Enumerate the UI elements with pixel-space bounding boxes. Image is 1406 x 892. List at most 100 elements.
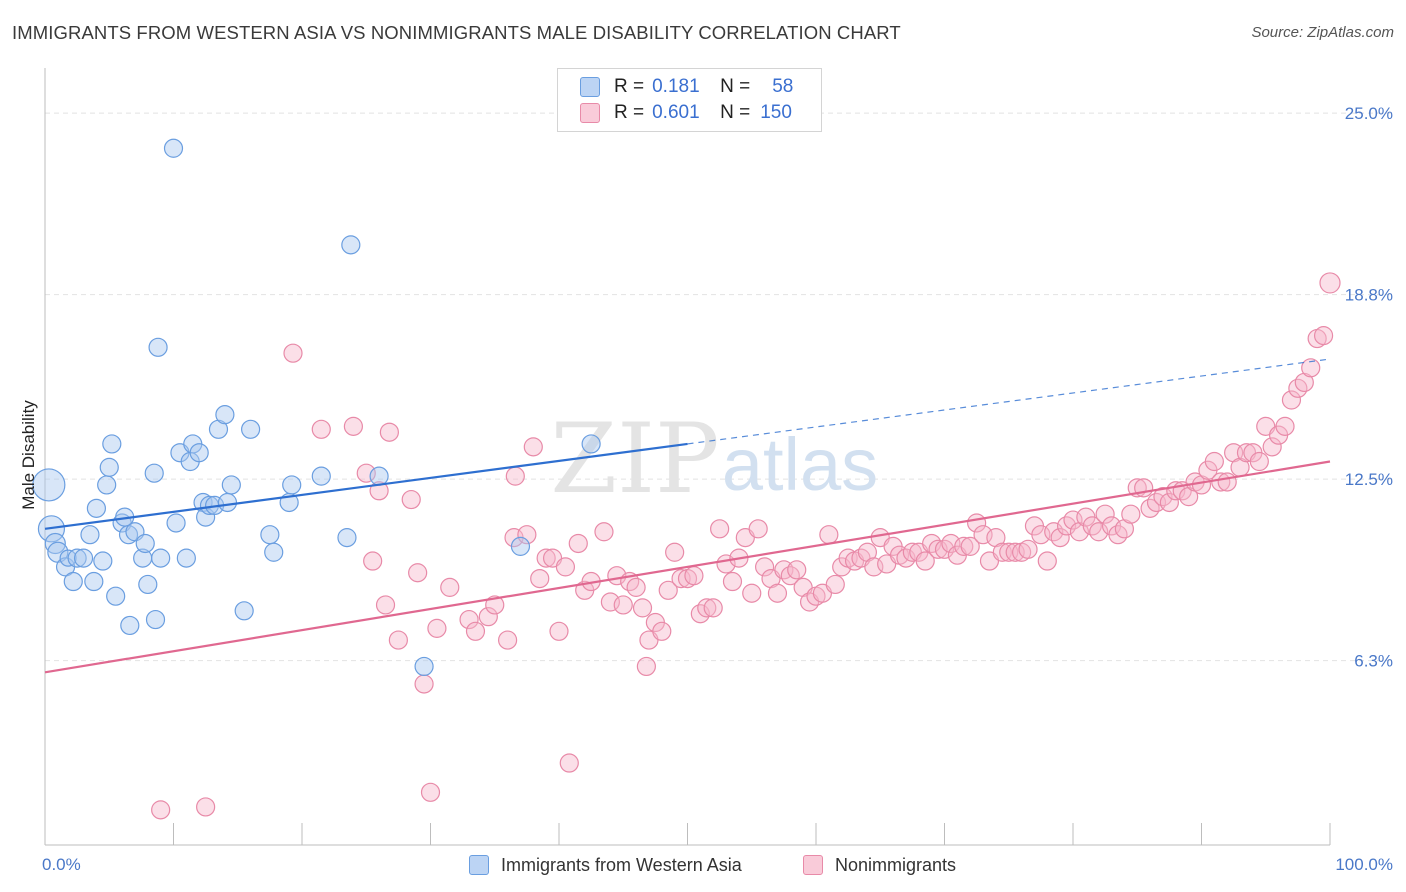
data-point-immigrants bbox=[510, 536, 531, 556]
data-point-immigrants bbox=[135, 533, 155, 554]
legend-r-value: 0.601 bbox=[652, 102, 700, 123]
data-point-immigrants bbox=[221, 475, 241, 495]
data-point-immigrants bbox=[138, 574, 158, 595]
data-point-nonimmigrants bbox=[626, 577, 646, 597]
data-point-immigrants bbox=[80, 525, 100, 545]
data-point-nonimmigrants bbox=[420, 782, 441, 802]
data-point-nonimmigrants bbox=[684, 566, 704, 586]
data-point-immigrants bbox=[97, 475, 117, 495]
data-point-nonimmigrants bbox=[1037, 551, 1057, 571]
data-point-nonimmigrants bbox=[915, 551, 935, 571]
data-point-immigrants bbox=[145, 609, 166, 630]
legend-n-value: 58 bbox=[772, 76, 794, 97]
data-point-nonimmigrants bbox=[658, 580, 678, 600]
data-point-nonimmigrants bbox=[703, 598, 723, 618]
data-point-immigrants bbox=[163, 138, 184, 158]
data-point-nonimmigrants bbox=[748, 519, 768, 539]
data-point-immigrants bbox=[93, 551, 113, 571]
data-point-nonimmigrants bbox=[1301, 358, 1321, 378]
y-axis-title: Male Disability bbox=[19, 400, 38, 510]
data-point-immigrants bbox=[241, 419, 261, 439]
bottom-legend-label-pink: Nonimmigrants bbox=[835, 854, 957, 875]
legend-swatch-blue bbox=[580, 77, 600, 97]
data-point-immigrants bbox=[414, 656, 434, 677]
data-point-immigrants bbox=[73, 548, 94, 568]
data-point-immigrants bbox=[215, 405, 235, 425]
data-point-immigrants bbox=[166, 513, 186, 533]
data-point-nonimmigrants bbox=[414, 674, 434, 694]
legend-r-label: R = bbox=[614, 102, 645, 123]
data-point-immigrants bbox=[234, 601, 254, 621]
data-point-immigrants bbox=[32, 468, 66, 502]
data-point-nonimmigrants bbox=[459, 609, 479, 630]
bottom-legend-swatch-blue bbox=[469, 855, 489, 875]
data-point-nonimmigrants bbox=[523, 437, 543, 457]
data-point-nonimmigrants bbox=[485, 595, 505, 615]
data-point-nonimmigrants bbox=[1018, 539, 1038, 559]
data-point-immigrants bbox=[99, 457, 119, 477]
y-tick-label: 25.0% bbox=[1345, 104, 1393, 123]
data-point-nonimmigrants bbox=[440, 577, 460, 597]
data-point-nonimmigrants bbox=[151, 800, 171, 820]
data-point-nonimmigrants bbox=[594, 522, 614, 542]
data-point-immigrants bbox=[369, 466, 389, 486]
data-point-nonimmigrants bbox=[754, 557, 775, 577]
data-point-immigrants bbox=[311, 466, 331, 486]
legend-box: R = 0.181 N = 58 R = 0.601 N = 150 bbox=[557, 68, 822, 132]
data-point-nonimmigrants bbox=[311, 419, 331, 439]
data-point-immigrants bbox=[106, 586, 126, 606]
source-label: Source: ZipAtlas.com bbox=[1251, 24, 1394, 41]
data-point-nonimmigrants bbox=[498, 630, 518, 650]
legend-row-pink: R = 0.601 N = 150 bbox=[580, 101, 792, 125]
data-point-nonimmigrants bbox=[632, 598, 653, 618]
data-point-nonimmigrants bbox=[710, 519, 730, 539]
data-point-nonimmigrants bbox=[819, 525, 839, 545]
data-point-nonimmigrants bbox=[465, 621, 486, 641]
legend-n-label: N = bbox=[720, 102, 751, 123]
data-point-immigrants bbox=[282, 475, 302, 495]
data-point-immigrants bbox=[189, 443, 209, 463]
data-point-immigrants bbox=[581, 434, 601, 454]
data-point-nonimmigrants bbox=[787, 560, 807, 580]
trend-lines bbox=[44, 358, 1331, 674]
data-point-nonimmigrants bbox=[1204, 451, 1224, 472]
data-point-nonimmigrants bbox=[401, 489, 421, 510]
legend-r-label: R = bbox=[614, 76, 645, 97]
x-tick-label: 100.0% bbox=[1335, 855, 1393, 874]
data-point-immigrants bbox=[67, 548, 87, 568]
legend-swatch-pink bbox=[580, 103, 600, 123]
data-point-nonimmigrants bbox=[530, 568, 550, 589]
data-point-immigrants bbox=[86, 498, 107, 518]
data-point-nonimmigrants bbox=[825, 574, 845, 595]
data-point-nonimmigrants bbox=[697, 598, 717, 618]
watermark: ZIP atlas bbox=[550, 403, 878, 515]
legend-r-value: 0.181 bbox=[652, 76, 700, 97]
axis-ticks: 6.3% 12.5% 18.8% 25.0% 0.0% 100.0% bbox=[42, 104, 1393, 874]
data-point-nonimmigrants bbox=[767, 583, 788, 603]
data-point-nonimmigrants bbox=[408, 563, 428, 583]
legend-n-label: N = bbox=[720, 76, 751, 97]
chart-title: IMMIGRANTS FROM WESTERN ASIA VS NONIMMIG… bbox=[12, 22, 901, 43]
data-point-immigrants bbox=[144, 463, 164, 483]
data-point-nonimmigrants bbox=[954, 536, 974, 556]
trend-line-extension-immigrants bbox=[687, 358, 1331, 445]
bottom-legend-pink: Nonimmigrants bbox=[803, 852, 956, 878]
data-point-nonimmigrants bbox=[379, 422, 399, 442]
data-point-immigrants bbox=[44, 532, 66, 555]
data-point-nonimmigrants bbox=[1217, 472, 1237, 492]
data-point-immigrants bbox=[148, 337, 168, 357]
bottom-legend-swatch-pink bbox=[803, 855, 823, 875]
data-point-nonimmigrants bbox=[478, 607, 498, 627]
data-point-nonimmigrants bbox=[722, 571, 743, 592]
data-point-nonimmigrants bbox=[636, 656, 656, 677]
data-point-nonimmigrants bbox=[427, 618, 447, 638]
data-point-nonimmigrants bbox=[1313, 326, 1334, 346]
data-point-nonimmigrants bbox=[742, 583, 762, 603]
data-point-nonimmigrants bbox=[388, 630, 408, 650]
data-point-immigrants bbox=[151, 548, 171, 568]
data-point-immigrants bbox=[337, 528, 357, 548]
legend-n-value: 150 bbox=[760, 102, 792, 123]
data-point-immigrants bbox=[63, 571, 83, 592]
data-point-immigrants bbox=[102, 434, 122, 454]
